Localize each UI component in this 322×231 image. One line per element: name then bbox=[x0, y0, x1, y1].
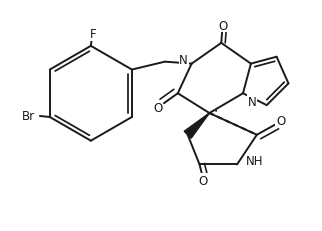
Text: N: N bbox=[179, 54, 188, 67]
Text: N: N bbox=[248, 95, 256, 108]
Text: O: O bbox=[219, 19, 228, 32]
Text: O: O bbox=[276, 115, 285, 128]
Text: NH: NH bbox=[246, 154, 264, 167]
Text: Br: Br bbox=[22, 109, 34, 122]
Text: O: O bbox=[199, 174, 208, 187]
Text: F: F bbox=[90, 28, 96, 41]
Text: O: O bbox=[153, 101, 163, 114]
Polygon shape bbox=[184, 113, 209, 139]
